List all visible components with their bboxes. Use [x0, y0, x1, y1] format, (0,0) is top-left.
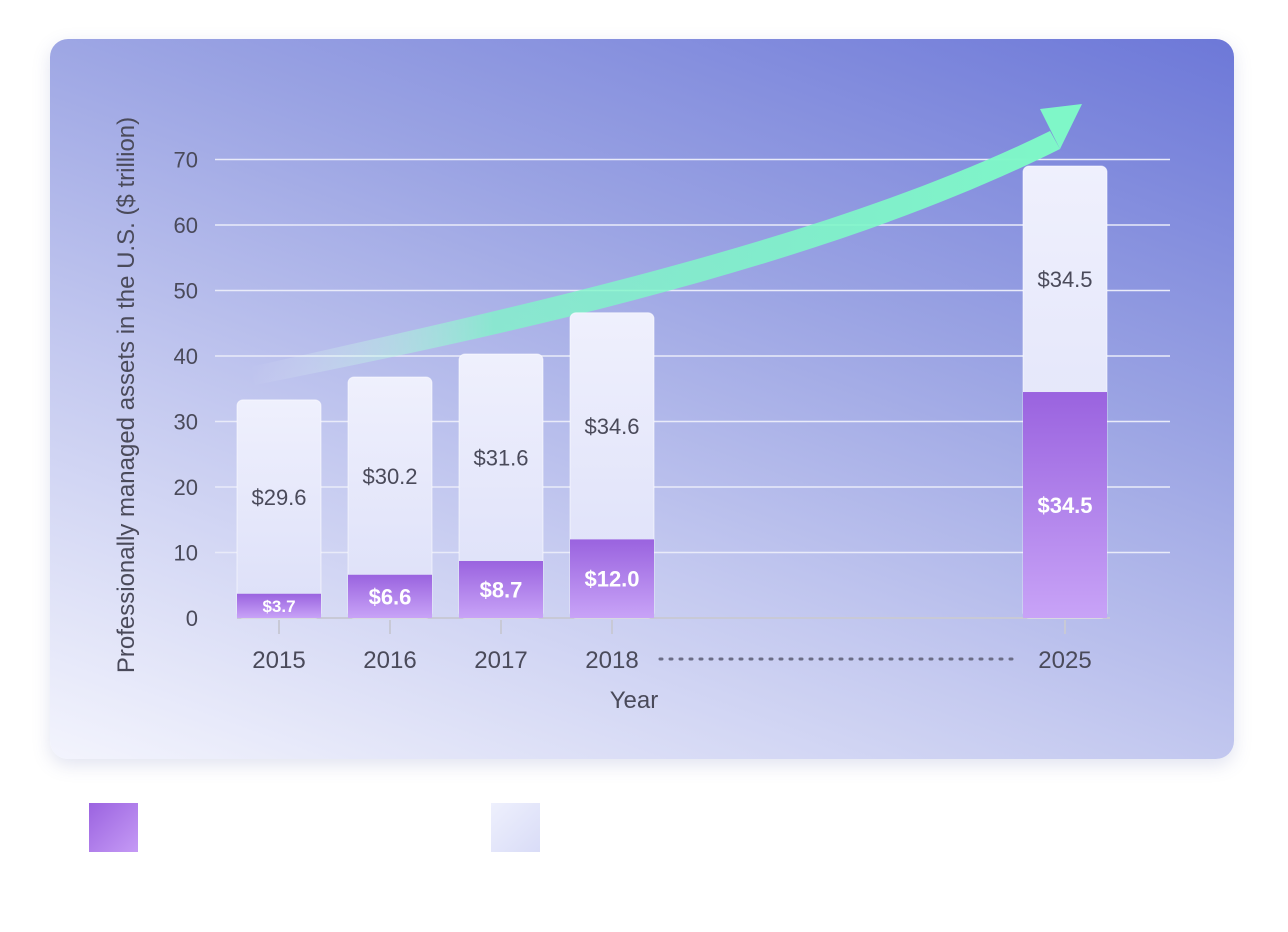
- bar-lower-2015: [237, 593, 321, 618]
- x-tick-label-2017: 2017: [474, 647, 527, 674]
- y-tick-label-0: 0: [186, 606, 198, 631]
- data-label-lower-2025: $34.5: [1037, 493, 1092, 518]
- data-label-upper-2017: $31.6: [473, 446, 528, 471]
- data-label-upper-2015: $29.6: [251, 485, 306, 510]
- y-tick-label-70: 70: [174, 148, 198, 173]
- bar-lower-2018: [570, 539, 654, 618]
- y-tick-label-60: 60: [174, 213, 198, 238]
- data-label-upper-2016: $30.2: [362, 464, 417, 489]
- x-tick-label-2025: 2025: [1038, 647, 1091, 674]
- y-tick-label-50: 50: [174, 279, 198, 304]
- trend-arrow-body: [250, 131, 1060, 385]
- data-label-upper-2025: $34.5: [1037, 267, 1092, 292]
- bar-lower-2016: [348, 574, 432, 618]
- stacked-bar-chart: 0 10 20 30 40 50 60 70 $29.6 $3.7 2015 $30.2 $6.6 201…: [113, 104, 1170, 714]
- data-label-lower-2016: $6.6: [369, 584, 412, 609]
- x-tick-label-2015: 2015: [252, 647, 305, 674]
- y-tick-label-30: 30: [174, 410, 198, 435]
- legend-swatch-series-2: [491, 803, 540, 852]
- data-label-upper-2018: $34.6: [584, 414, 639, 439]
- y-tick-label-10: 10: [174, 541, 198, 566]
- x-tick-label-2016: 2016: [363, 647, 416, 674]
- data-label-lower-2017: $8.7: [480, 577, 523, 602]
- bar-lower-2017: [459, 561, 543, 618]
- chart-card: 0 10 20 30 40 50 60 70 $29.6 $3.7 2015 $30.2 $6.6 201…: [50, 39, 1234, 759]
- x-tick-label-2018: 2018: [585, 647, 638, 674]
- data-label-lower-2018: $12.0: [584, 567, 639, 592]
- y-tick-label-20: 20: [174, 475, 198, 500]
- bar-lower-2025: [1023, 392, 1107, 618]
- legend-swatch-series-1: [89, 803, 138, 852]
- trend-arrow-head: [1040, 104, 1082, 149]
- y-tick-label-40: 40: [174, 344, 198, 369]
- y-axis-title: Professionally managed assets in the U.S…: [113, 117, 140, 673]
- data-label-lower-2015: $3.7: [262, 597, 295, 616]
- x-axis-title: Year: [610, 687, 659, 714]
